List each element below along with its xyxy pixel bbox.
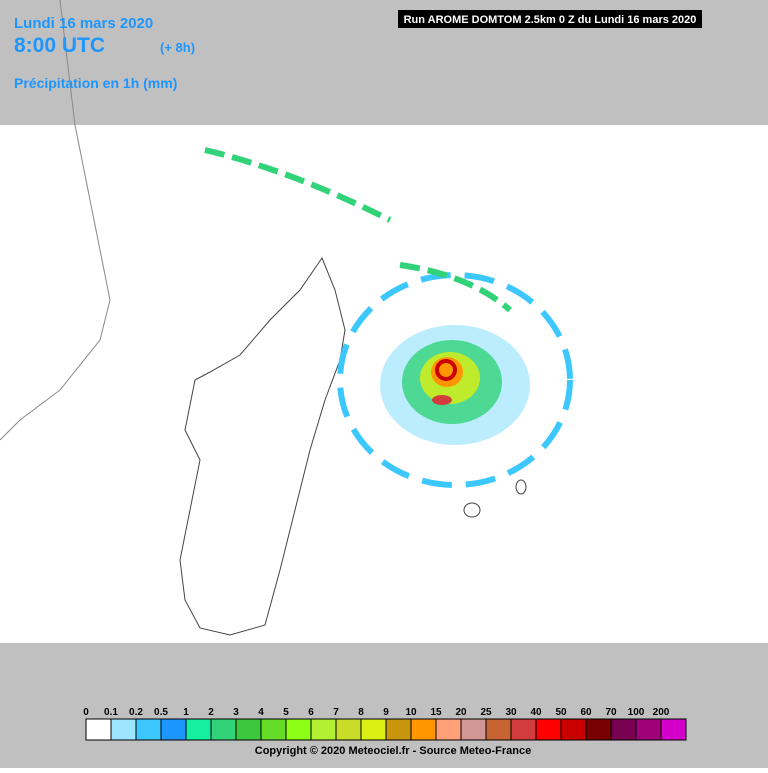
legend-label: 5 — [283, 707, 289, 718]
legend-label: 4 — [258, 707, 264, 718]
legend-label: 0.1 — [104, 707, 118, 718]
time: 8:00 UTC — [14, 34, 105, 57]
date: Lundi 16 mars 2020 — [14, 15, 153, 32]
legend-swatch — [110, 718, 137, 741]
legend-label: 50 — [555, 707, 567, 718]
legend-swatch — [260, 718, 287, 741]
legend-swatch — [235, 718, 262, 741]
legend-swatch — [385, 718, 412, 741]
legend-swatch — [610, 718, 637, 741]
legend-label: 1 — [183, 707, 189, 718]
rain-area — [432, 395, 452, 405]
legend-label: 9 — [383, 707, 389, 718]
run-info: Run AROME DOMTOM 2.5km 0 Z du Lundi 16 m… — [404, 14, 697, 26]
legend-swatch — [310, 718, 337, 741]
rain-band — [204, 147, 392, 223]
legend-swatch — [660, 718, 687, 741]
legend-swatch — [635, 718, 662, 741]
legend-label: 200 — [653, 707, 670, 718]
legend-swatch — [335, 718, 362, 741]
mauritius — [515, 479, 527, 495]
legend-swatch — [510, 718, 537, 741]
legend-label: 60 — [580, 707, 592, 718]
legend-swatch — [160, 718, 187, 741]
legend-swatch — [210, 718, 237, 741]
legend-swatch — [460, 718, 487, 741]
run-box — [398, 10, 702, 28]
legend-label: 0.2 — [129, 707, 143, 718]
cyclone — [337, 272, 573, 488]
legend-swatch — [435, 718, 462, 741]
legend-label: 2 — [208, 707, 214, 718]
legend-label: 25 — [480, 707, 492, 718]
legend-label: 8 — [358, 707, 364, 718]
legend-label: 10 — [405, 707, 417, 718]
offset: (+ 8h) — [160, 40, 195, 55]
rain-band — [399, 262, 512, 313]
legend-label: 3 — [233, 707, 239, 718]
legend-label: 40 — [530, 707, 542, 718]
legend-label: 30 — [505, 707, 517, 718]
legend-swatch — [485, 718, 512, 741]
legend-label: 0 — [83, 707, 89, 718]
legend-label: 15 — [430, 707, 442, 718]
legend-label: 6 — [308, 707, 314, 718]
copyright: Copyright © 2020 Meteociel.fr - Source M… — [255, 745, 531, 757]
legend-label: 0.5 — [154, 707, 168, 718]
legend-swatch — [410, 718, 437, 741]
reunion — [463, 502, 481, 518]
legend-swatch — [560, 718, 587, 741]
legend-swatch — [85, 718, 112, 741]
field: Précipitation en 1h (mm) — [14, 75, 177, 91]
legend-label: 20 — [455, 707, 467, 718]
legend-swatch — [360, 718, 387, 741]
legend-swatch — [585, 718, 612, 741]
legend-label: 100 — [628, 707, 645, 718]
legend-swatch — [135, 718, 162, 741]
rain-band — [337, 272, 573, 488]
africa-coast — [0, 0, 111, 441]
legend-label: 7 — [333, 707, 339, 718]
legend-swatch — [535, 718, 562, 741]
legend: 0 0.1 0.2 0.5 1 2 3 4 5 6 7 8 9 10 15 20 25 30 40 50 60 70 100… — [83, 707, 687, 741]
legend-swatch — [285, 718, 312, 741]
legend-label: 70 — [605, 707, 617, 718]
legend-swatch — [185, 718, 212, 741]
madagascar — [179, 256, 346, 636]
eyewall — [435, 359, 457, 381]
